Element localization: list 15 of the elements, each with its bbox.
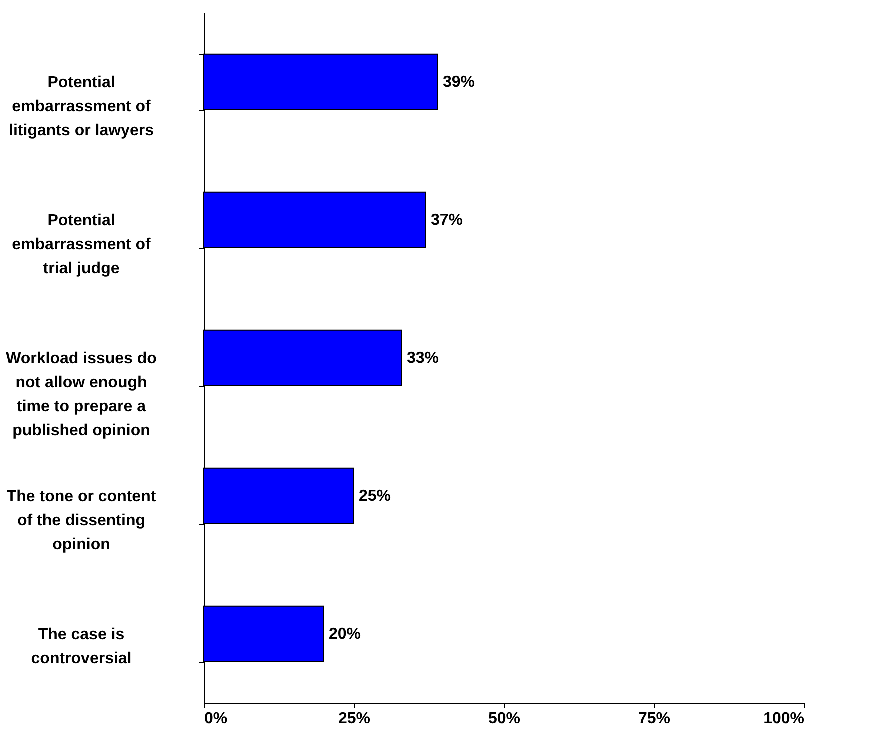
x-tick-label: 100% [764,710,804,728]
x-tick-label: 25% [338,710,371,728]
x-tick-label: 75% [638,710,671,728]
data-label: 33% [407,350,440,367]
x-tick-label: 0% [204,710,228,728]
y-tick-label: The tone or content of the dissenting opinion [6,488,157,554]
x-tick-label: 50% [488,710,521,728]
y-tick-label: Potential embarrassment of trial judge [12,212,152,278]
y-tick-label: Potential embarrassment of litigants or lawyers [9,74,154,140]
y-tick-label: Workload issues do not allow enough time to prepare a published opinion [6,350,158,440]
data-label: 20% [329,626,362,643]
y-tick-label: The case is controversial [31,626,132,668]
data-label: 25% [359,488,392,505]
data-label: 39% [443,74,476,91]
data-label: 37% [431,212,464,229]
